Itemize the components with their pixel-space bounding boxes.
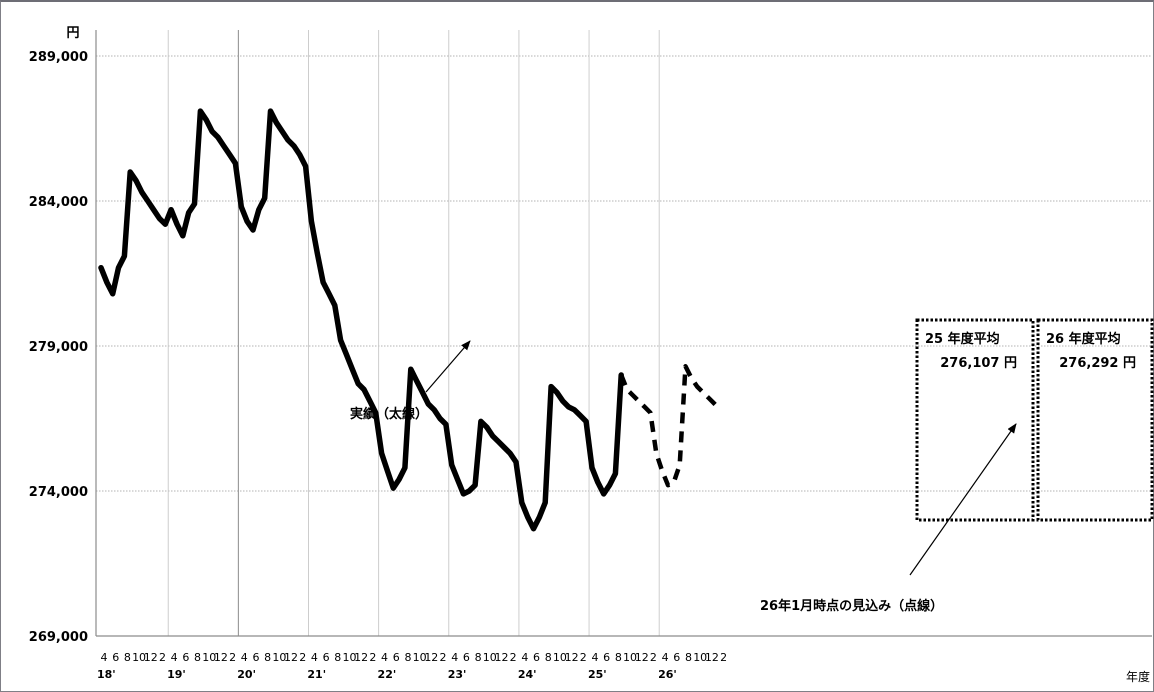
- average-box-label: 26 年度平均: [1046, 331, 1121, 347]
- x-month-label: 4: [662, 651, 669, 664]
- x-month-label: 8: [685, 651, 692, 664]
- x-month-label: 8: [404, 651, 411, 664]
- y-tick-label: 284,000: [29, 195, 88, 210]
- y-tick-label: 289,000: [29, 50, 88, 65]
- annotation-actual: 実績（太線）: [350, 406, 428, 422]
- x-month-label: 4: [311, 651, 318, 664]
- x-month-label: 2: [229, 651, 236, 664]
- x-year-label: 23': [448, 668, 467, 681]
- forecast-line: [619, 364, 723, 488]
- x-year-label: 22': [378, 668, 397, 681]
- x-month-label: 6: [112, 651, 119, 664]
- x-year-label: 24': [518, 668, 537, 681]
- x-month-label: 4: [171, 651, 178, 664]
- annotation-actual-arrow: [425, 340, 471, 393]
- y-axis: 289,000 284,000 279,000 274,000 269,000: [29, 30, 97, 645]
- gridlines: [96, 30, 1152, 636]
- x-month-label: 8: [615, 651, 622, 664]
- x-month-label: 8: [124, 651, 131, 664]
- average-box-label: 25 年度平均: [925, 331, 1000, 347]
- x-month-label: 2: [369, 651, 376, 664]
- x-month-label: 2: [650, 651, 657, 664]
- x-month-label: 10: [693, 651, 707, 664]
- x-month-label: 12: [354, 651, 368, 664]
- x-month-label: 10: [202, 651, 216, 664]
- x-month-label: 12: [565, 651, 579, 664]
- x-month-label: 2: [720, 651, 727, 664]
- x-month-label: 12: [214, 651, 228, 664]
- y-tick-label: 274,000: [29, 485, 88, 500]
- x-axis-unit: 年度: [1126, 669, 1150, 684]
- x-month-label: 6: [323, 651, 330, 664]
- x-month-label: 10: [483, 651, 497, 664]
- x-year-label: 19': [167, 668, 186, 681]
- x-year-label: 25': [588, 668, 607, 681]
- x-month-label: 8: [194, 651, 201, 664]
- x-year-label: 26': [658, 668, 677, 681]
- x-month-label: 2: [580, 651, 587, 664]
- x-month-label: 6: [673, 651, 680, 664]
- x-month-label: 6: [182, 651, 189, 664]
- x-month-label: 2: [159, 651, 166, 664]
- annotation-forecast-arrow: [909, 423, 1017, 576]
- x-month-label: 6: [603, 651, 610, 664]
- average-boxes: 25 年度平均 276,107 円 26 年度平均 276,292 円: [915, 318, 1154, 522]
- x-month-label: 12: [424, 651, 438, 664]
- x-month-label: 12: [705, 651, 719, 664]
- x-month-label: 4: [101, 651, 108, 664]
- x-month-label: 10: [132, 651, 146, 664]
- x-month-label: 6: [463, 651, 470, 664]
- x-month-label: 12: [144, 651, 158, 664]
- x-month-label: 10: [413, 651, 427, 664]
- x-month-label: 8: [545, 651, 552, 664]
- average-box-value: 276,292 円: [1059, 356, 1136, 371]
- x-month-label: 12: [284, 651, 298, 664]
- x-year-label: 18': [97, 668, 116, 681]
- annotation-forecast: 26年1月時点の見込み（点線）: [760, 598, 943, 614]
- x-year-label: 21': [307, 668, 326, 681]
- average-box: [1036, 318, 1154, 522]
- x-month-label: 12: [494, 651, 508, 664]
- x-month-label: 8: [475, 651, 482, 664]
- x-year-label: 20': [237, 668, 256, 681]
- y-axis-unit: 円: [66, 26, 79, 41]
- x-month-label: 10: [623, 651, 637, 664]
- x-month-label: 4: [381, 651, 388, 664]
- x-month-label: 4: [591, 651, 598, 664]
- x-month-label: 12: [635, 651, 649, 664]
- x-month-label: 4: [241, 651, 248, 664]
- annotations: 実績（太線） 26年1月時点の見込み（点線）: [350, 340, 1017, 614]
- actual-line: [98, 108, 624, 532]
- x-month-label: 8: [334, 651, 341, 664]
- x-month-label: 2: [440, 651, 447, 664]
- x-month-label: 4: [521, 651, 528, 664]
- y-tick-label: 269,000: [29, 630, 88, 645]
- x-month-label: 8: [264, 651, 271, 664]
- x-month-label: 4: [451, 651, 458, 664]
- average-box: [915, 318, 1035, 522]
- y-tick-label: 279,000: [29, 340, 88, 355]
- series-lines: [98, 108, 723, 532]
- x-month-label: 2: [299, 651, 306, 664]
- x-month-label: 6: [393, 651, 400, 664]
- x-month-label: 6: [533, 651, 540, 664]
- x-month-label: 6: [252, 651, 259, 664]
- x-month-label: 10: [553, 651, 567, 664]
- x-month-label: 10: [272, 651, 286, 664]
- x-month-label: 2: [510, 651, 517, 664]
- x-month-label: 10: [342, 651, 356, 664]
- average-box-value: 276,107 円: [940, 356, 1017, 371]
